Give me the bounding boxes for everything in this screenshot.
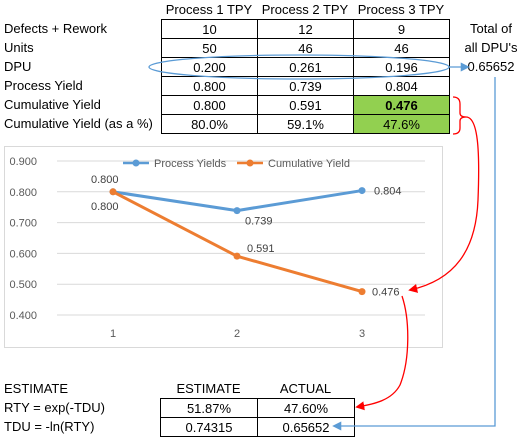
data-label: 0.591 <box>247 243 275 255</box>
y-tick-label: 0.800 <box>9 187 37 199</box>
cumulative-brace <box>452 96 467 135</box>
total-to-tdu-arrow <box>332 77 496 431</box>
legend-label: Cumulative Yield <box>268 158 350 170</box>
estimate-table: 51.87% 47.60% 0.74315 0.65652 <box>160 398 355 437</box>
data-point <box>233 252 241 260</box>
legend-label: Process Yields <box>154 158 227 170</box>
actual-column-header: ACTUAL <box>279 381 332 396</box>
total-dpu-value: 0.65652 <box>467 59 515 74</box>
dpu-ellipse <box>148 54 450 80</box>
data-point <box>358 187 366 195</box>
y-tick-label: 0.700 <box>9 218 37 230</box>
table-row: 80.0% 59.1% 47.6% <box>161 114 450 134</box>
table-cell: 51.87% <box>160 398 258 418</box>
table-cell: 47.60% <box>257 398 355 418</box>
brace-to-chart-arrow <box>408 116 480 293</box>
chart-area: 0.400 0.500 0.600 0.700 0.800 0.900 1 2 3 Process… <box>4 146 443 348</box>
table-cell: 0.65652 <box>257 417 355 437</box>
column-header-process-1: Process 1 TPY <box>165 2 253 17</box>
table-cell: 0.200 <box>161 57 258 77</box>
table-row: 10 12 9 <box>161 19 450 39</box>
table-cell: 80.0% <box>161 114 258 134</box>
data-point <box>358 288 366 296</box>
estimate-title: ESTIMATE <box>4 381 69 396</box>
highlighted-cell: 47.6% <box>353 114 450 134</box>
row-label-process-yield: Process Yield <box>4 78 83 93</box>
table-cell: 0.74315 <box>160 417 258 437</box>
estimate-row-label-tdu: TDU = -ln(RTY) <box>4 419 95 434</box>
y-tick-label: 0.500 <box>9 279 37 291</box>
estimate-column-header: ESTIMATE <box>176 381 241 396</box>
total-label-line1: Total of <box>470 21 512 36</box>
table-cell: 0.804 <box>353 76 450 96</box>
estimate-row-label-rty: RTY = exp(-TDU) <box>4 400 106 415</box>
table-cell: 0.591 <box>257 95 354 115</box>
legend-marker <box>132 159 140 167</box>
row-label-dpu: DPU <box>4 59 32 74</box>
row-label-defects: Defects + Rework <box>4 21 107 36</box>
column-header-process-2: Process 2 TPY <box>261 2 349 17</box>
yield-chart: 0.400 0.500 0.600 0.700 0.800 0.900 1 2 3 Process… <box>9 156 425 340</box>
column-header-process-3: Process 3 TPY <box>357 2 445 17</box>
table-row: 0.800 0.591 0.476 <box>161 95 450 115</box>
data-point <box>109 188 117 196</box>
table-cell: 59.1% <box>257 114 354 134</box>
table-row: 51.87% 47.60% <box>160 398 355 418</box>
row-label-cumulative-yield-pct: Cumulative Yield (as a %) <box>4 116 153 131</box>
x-tick-label: 3 <box>359 328 365 340</box>
row-label-units: Units <box>4 40 34 55</box>
y-tick-label: 0.600 <box>9 248 37 260</box>
data-label: 0.800 <box>91 174 119 186</box>
chart-to-rty-arrow <box>355 295 409 411</box>
yield-table: 10 12 9 50 46 46 0.200 0.261 0.196 0.800… <box>161 19 450 134</box>
x-tick-label: 2 <box>234 328 240 340</box>
table-row: 0.200 0.261 0.196 <box>161 57 450 77</box>
data-label: 0.739 <box>245 216 273 228</box>
data-label: 0.800 <box>91 201 119 213</box>
y-tick-label: 0.400 <box>9 310 37 322</box>
x-tick-label: 1 <box>110 328 116 340</box>
legend-marker <box>246 159 254 167</box>
row-label-cumulative-yield: Cumulative Yield <box>4 97 101 112</box>
data-label: 0.476 <box>372 287 400 299</box>
data-label: 0.804 <box>374 186 402 198</box>
table-row: 0.74315 0.65652 <box>160 417 355 437</box>
total-label-line2: all DPU's <box>464 40 518 55</box>
data-point <box>233 207 241 215</box>
highlighted-cell: 0.476 <box>353 95 450 115</box>
y-tick-label: 0.900 <box>9 156 37 168</box>
